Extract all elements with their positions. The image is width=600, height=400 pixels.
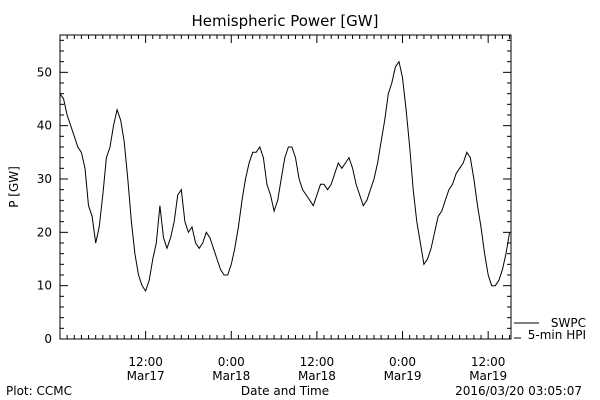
chart-title: Hemispheric Power [GW] [192,12,379,30]
x-tick-label-date: Mar18 [212,369,250,383]
x-tick-label-date: Mar17 [127,369,165,383]
footer-plot-credit: Plot: CCMC [6,384,72,398]
y-tick-label: 0 [44,332,52,346]
y-tick-label: 50 [37,65,52,79]
legend-source: SWPC [551,316,586,330]
x-tick-label-date: Mar19 [384,369,422,383]
y-axis-label: P [GW] [7,166,21,208]
footer-timestamp: 2016/03/20 03:05:07 [455,384,582,398]
x-tick-label-date: Mar18 [298,369,336,383]
x-tick-label-time: 12:00 [300,355,335,369]
x-tick-label-time: 12:00 [128,355,163,369]
plot-frame [59,34,512,340]
legend-series: 5-min HPI [528,328,586,342]
y-axis: 0 10 20 30 40 50 [37,39,511,346]
x-axis-label: Date and Time [241,384,329,398]
y-tick-label: 40 [37,119,52,133]
x-tick-label-time: 12:00 [471,355,506,369]
x-tick-label-time: 0:00 [218,355,245,369]
x-tick-label-date: Mar19 [469,369,507,383]
series-layer [59,60,511,293]
legend: SWPC 5-min HPI [514,316,586,342]
series-line-hpi [59,60,511,293]
y-tick-label: 30 [37,172,52,186]
y-tick-label: 10 [37,279,52,293]
y-tick-label: 20 [37,225,52,239]
x-axis: 12:00Mar170:00Mar1812:00Mar180:00Mar1912… [59,35,511,383]
x-tick-label-time: 0:00 [389,355,416,369]
